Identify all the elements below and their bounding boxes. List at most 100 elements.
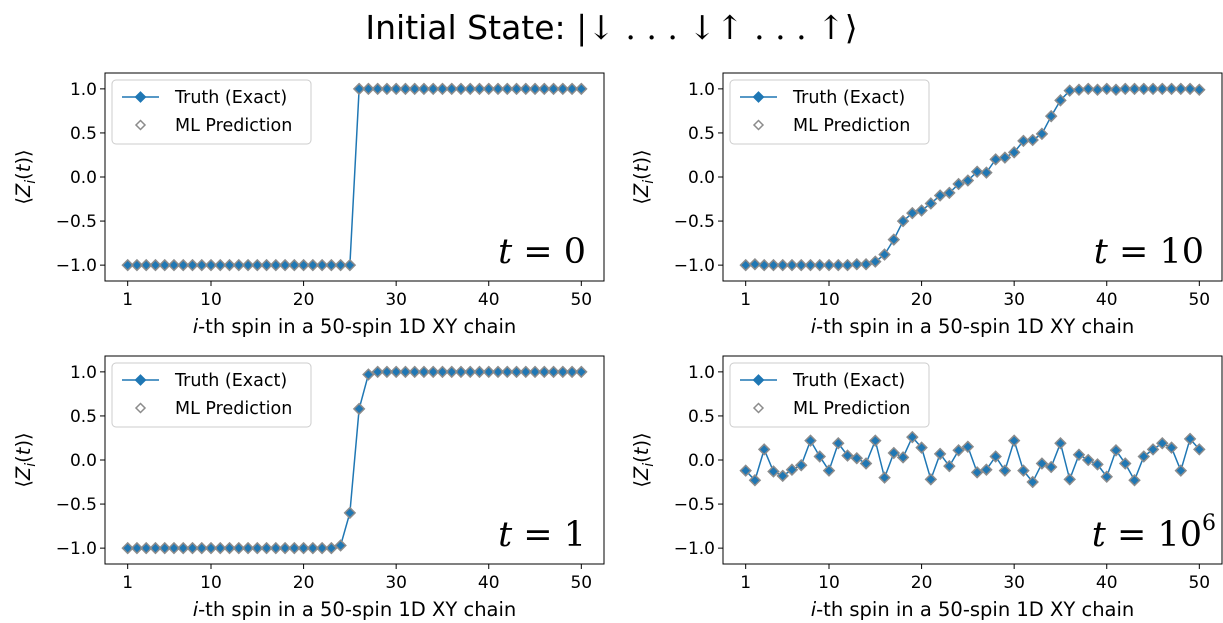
legend-box bbox=[111, 362, 312, 428]
prediction-point bbox=[748, 257, 762, 271]
prediction-point bbox=[241, 541, 255, 555]
prediction-point bbox=[1146, 82, 1160, 96]
x-tick-label: 20 bbox=[911, 573, 933, 593]
prediction-point bbox=[528, 82, 542, 96]
x-tick-label: 40 bbox=[478, 573, 500, 593]
y-tick-label: 0.5 bbox=[688, 124, 715, 144]
prediction-point bbox=[297, 541, 310, 555]
prediction-point bbox=[325, 258, 338, 272]
prediction-point bbox=[1156, 82, 1169, 96]
y-axis-label: ⟨Zi(t)⟩ bbox=[630, 432, 657, 487]
prediction-point bbox=[426, 365, 440, 379]
prediction-point bbox=[463, 82, 477, 96]
prediction-point bbox=[260, 541, 273, 555]
y-tick-label: −1.0 bbox=[674, 539, 715, 559]
prediction-point bbox=[1091, 83, 1104, 97]
prediction-point bbox=[167, 258, 181, 272]
prediction-point bbox=[297, 258, 310, 272]
chart-panel-bottom-right: −1.0 −0.5 0.0 0.5 1.0 1 10 20 30 40 50 i-th spin in… bbox=[630, 355, 1223, 621]
prediction-point bbox=[565, 365, 579, 379]
prediction-point bbox=[1118, 457, 1132, 470]
prediction-point bbox=[1054, 94, 1067, 107]
y-tick-label: 1.0 bbox=[688, 363, 715, 383]
prediction-point bbox=[1156, 436, 1169, 450]
time-annotation: t = 10 bbox=[1094, 232, 1204, 272]
prediction-point bbox=[380, 365, 394, 379]
prediction-point bbox=[748, 474, 762, 487]
prediction-point bbox=[408, 365, 421, 379]
chart-panel-top-right: −1.0 −0.5 0.0 0.5 1.0 1 10 20 30 40 50 i-th spin in… bbox=[630, 72, 1223, 338]
prediction-point bbox=[952, 444, 965, 457]
prediction-point bbox=[417, 365, 431, 379]
legend-prediction-label: ML Prediction bbox=[175, 399, 292, 419]
prediction-point bbox=[1081, 82, 1095, 96]
prediction-point bbox=[565, 82, 579, 96]
prediction-point bbox=[832, 258, 845, 272]
prediction-point bbox=[998, 151, 1012, 164]
x-tick-label: 30 bbox=[385, 290, 407, 310]
y-tick-label: 0.0 bbox=[688, 451, 715, 471]
prediction-point bbox=[352, 82, 366, 96]
legend-truth-marker bbox=[752, 374, 765, 386]
prediction-point bbox=[1081, 453, 1095, 467]
prediction-point bbox=[1128, 82, 1141, 96]
prediction-point bbox=[906, 206, 919, 220]
y-tick-label: 0.5 bbox=[688, 407, 715, 427]
prediction-point bbox=[989, 450, 1002, 463]
prediction-point bbox=[389, 82, 403, 96]
legend-truth-label: Truth (Exact) bbox=[174, 371, 287, 391]
prediction-point bbox=[269, 541, 283, 555]
prediction-point bbox=[1091, 458, 1104, 471]
prediction-point bbox=[454, 82, 468, 96]
prediction-point bbox=[510, 365, 523, 379]
prediction-point bbox=[1137, 82, 1151, 96]
prediction-point bbox=[251, 541, 264, 555]
prediction-point bbox=[943, 459, 956, 473]
prediction-point bbox=[436, 365, 449, 379]
y-tick-label: 1.0 bbox=[70, 363, 97, 383]
prediction-point bbox=[399, 82, 412, 96]
y-tick-label: 0.5 bbox=[70, 407, 97, 427]
prediction-point bbox=[1063, 473, 1076, 486]
prediction-point bbox=[980, 166, 993, 179]
y-tick-label: 1.0 bbox=[70, 80, 97, 100]
prediction-point bbox=[158, 258, 171, 272]
prediction-point bbox=[933, 447, 947, 461]
x-tick-label: 50 bbox=[1188, 573, 1210, 593]
prediction-point bbox=[1165, 82, 1178, 96]
prediction-point bbox=[575, 365, 588, 379]
prediction-point bbox=[426, 82, 440, 96]
prediction-point bbox=[195, 541, 209, 555]
prediction-point bbox=[924, 473, 938, 486]
prediction-point bbox=[139, 258, 153, 272]
prediction-point bbox=[1072, 83, 1086, 97]
x-tick-label: 1 bbox=[122, 573, 133, 593]
prediction-point bbox=[130, 541, 144, 555]
prediction-point bbox=[121, 258, 134, 272]
prediction-point bbox=[961, 440, 975, 454]
prediction-point bbox=[924, 197, 938, 210]
x-tick-label: 1 bbox=[122, 290, 133, 310]
prediction-point bbox=[463, 365, 477, 379]
prediction-point bbox=[859, 257, 873, 271]
legend-prediction-label: ML Prediction bbox=[175, 116, 292, 136]
prediction-point bbox=[915, 441, 928, 454]
prediction-point bbox=[804, 258, 817, 272]
prediction-point bbox=[547, 82, 560, 96]
legend: Truth (Exact) ML Prediction bbox=[729, 79, 930, 145]
y-tick-label: −0.5 bbox=[56, 212, 97, 232]
prediction-point bbox=[362, 368, 375, 381]
prediction-point bbox=[315, 541, 329, 555]
prediction-point bbox=[325, 541, 338, 555]
prediction-point bbox=[538, 365, 551, 379]
y-axis-label: ⟨Zi(t)⟩ bbox=[12, 432, 39, 487]
prediction-point bbox=[473, 82, 486, 96]
x-tick-label: 1 bbox=[740, 573, 751, 593]
y-tick-label: 1.0 bbox=[688, 80, 715, 100]
prediction-point bbox=[139, 541, 153, 555]
prediction-point bbox=[859, 457, 873, 470]
prediction-point bbox=[1044, 460, 1058, 474]
prediction-point bbox=[970, 466, 984, 479]
x-axis-label: i-th spin in a 50-spin 1D XY chain bbox=[811, 315, 1135, 338]
legend-prediction-marker bbox=[752, 119, 765, 131]
